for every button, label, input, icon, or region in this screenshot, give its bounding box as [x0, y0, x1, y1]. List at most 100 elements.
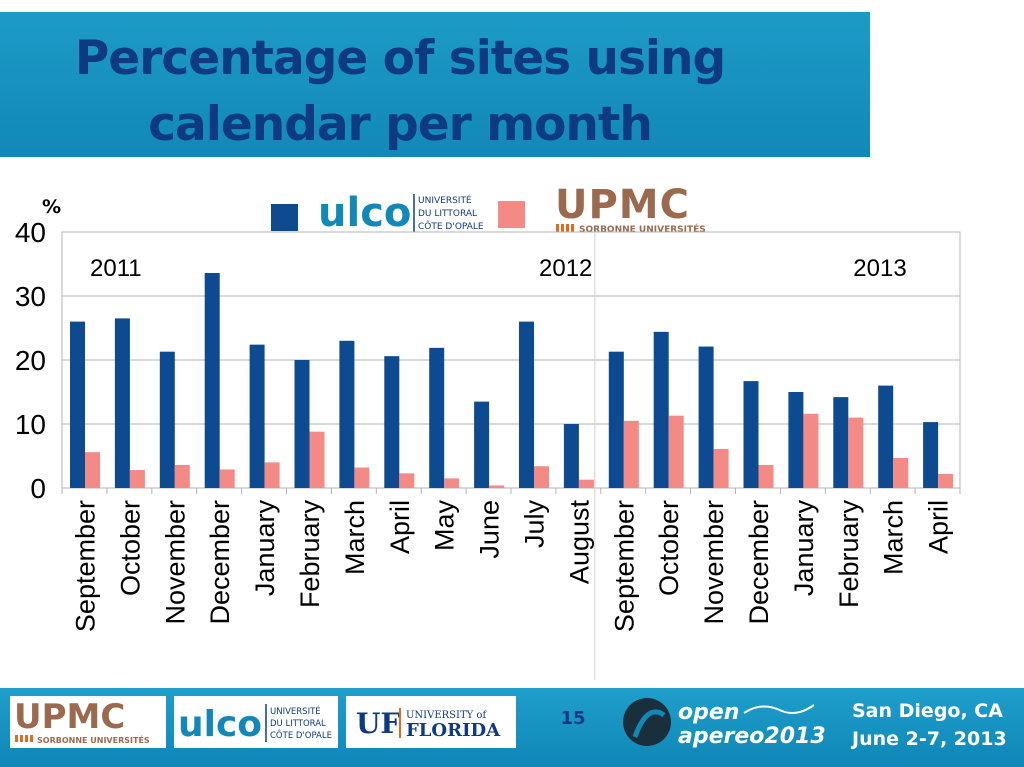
- title-banner: Percentage of sites using calendar per m…: [0, 12, 870, 157]
- footer-ulco-wordmark: ulco: [178, 704, 262, 745]
- year-label: 2013: [853, 255, 906, 282]
- x-tick-label: April: [924, 500, 954, 554]
- bar-ulco: [339, 340, 355, 488]
- bar-ulco: [294, 360, 310, 488]
- bar-upmc: [309, 431, 325, 488]
- bar-ulco: [608, 351, 624, 488]
- bar-upmc: [623, 420, 639, 488]
- ulco-logo-line-3: CÔTE D'OPALE: [418, 220, 484, 232]
- y-tick-label: 0: [30, 473, 46, 504]
- footer-ulco-logo: ulco UNIVERSITÉ DU LITTORAL CÔTE D'OPALE: [174, 696, 338, 748]
- footer-upmc-bar: [15, 735, 18, 742]
- x-tick-label: November: [160, 500, 190, 625]
- x-tick-label: November: [699, 500, 729, 625]
- bar-ulco: [474, 401, 490, 488]
- ulco-logo-wordmark: ulco: [318, 190, 411, 236]
- x-tick-label: September: [70, 500, 100, 632]
- bar-ulco: [384, 356, 400, 488]
- slide-title-line-1: Percentage of sites using: [74, 31, 726, 86]
- legend-swatch-ulco: [271, 204, 298, 231]
- footer-uf-line-1: UNIVERSITY of: [406, 710, 487, 721]
- event-dates: June 2-7, 2013: [852, 728, 1007, 750]
- x-tick-label: April: [385, 500, 415, 554]
- event-city: San Diego, CA: [852, 700, 1003, 722]
- year-label: 2012: [539, 255, 592, 282]
- ulco-logo-line-2: DU LITTORAL: [418, 209, 477, 219]
- bar-upmc: [803, 413, 819, 488]
- bar-ulco: [923, 422, 939, 488]
- bar-ulco: [159, 351, 175, 488]
- x-tick-label: October: [654, 500, 684, 596]
- bar-upmc: [938, 473, 954, 488]
- x-tick-label: February: [295, 500, 325, 609]
- x-tick-label: January: [789, 500, 819, 597]
- bar-upmc: [219, 469, 235, 488]
- bar-ulco: [653, 331, 669, 488]
- bar-upmc: [444, 478, 460, 488]
- apereo-swoosh: [632, 709, 666, 738]
- bar-ulco: [204, 272, 220, 488]
- ulco-logo-line-1: UNIVERSITÉ: [418, 194, 472, 206]
- footer-apereo-logo: open apereo2013: [623, 698, 826, 749]
- footer-upmc-bar: [30, 735, 33, 742]
- footer-upmc-subtitle: SORBONNE UNIVERSITÉS: [37, 734, 150, 745]
- bar-ulco: [429, 347, 445, 488]
- footer-uf-mark: UF: [356, 707, 400, 740]
- x-tick-label: September: [609, 500, 639, 632]
- apereo-circle-mark: [623, 698, 671, 746]
- bar-ulco: [70, 321, 85, 488]
- x-tick-label: February: [834, 500, 864, 609]
- footer-ulco-line-3: CÔTE D'OPALE: [270, 729, 332, 741]
- upmc-logo-bar: [556, 224, 559, 232]
- bar-ulco: [519, 321, 534, 488]
- ulco-logo: ulco UNIVERSITÉ DU LITTORAL CÔTE D'OPALE: [318, 190, 484, 236]
- bar-upmc: [534, 466, 549, 488]
- footer-upmc-logo: UPMC SORBONNE UNIVERSITÉS: [10, 696, 166, 748]
- x-tick-label: May: [430, 500, 460, 552]
- event-info: San Diego, CA June 2-7, 2013: [852, 697, 1007, 753]
- x-tick-label: October: [115, 500, 145, 596]
- page-number: 15: [560, 708, 586, 729]
- bar-chart: 0 10 20 30 40 September October November Decembe…: [15, 217, 961, 680]
- bar-upmc: [758, 464, 774, 488]
- bar-upmc: [893, 457, 909, 488]
- footer-ulco-line-1: UNIVERSITÉ: [270, 705, 321, 717]
- footer-uf-logo: UF UNIVERSITY of FLORIDA: [346, 696, 516, 748]
- bar-upmc: [85, 452, 100, 488]
- x-tick-label: January: [250, 500, 280, 597]
- bar-upmc: [354, 467, 370, 488]
- bar-upmc: [129, 470, 145, 488]
- x-tick-label: December: [744, 500, 774, 625]
- y-axis-unit-label: %: [42, 196, 62, 218]
- slide-title-line-2: calendar per month: [148, 97, 653, 152]
- year-label: 2011: [90, 255, 142, 282]
- bar-ulco: [563, 424, 579, 488]
- footer-ulco-line-2: DU LITTORAL: [270, 719, 326, 729]
- x-tick-label: June: [475, 500, 505, 559]
- x-tick-label: August: [564, 500, 594, 585]
- bar-upmc: [848, 417, 864, 488]
- x-tick-label: March: [879, 500, 909, 575]
- apereo-wave-icon: [743, 704, 815, 714]
- bar-upmc: [174, 464, 190, 488]
- apereo-line-2: apereo2013: [678, 724, 826, 749]
- legend-swatch-upmc: [498, 201, 525, 228]
- footer-uf-line-2: FLORIDA: [406, 720, 501, 741]
- footer-upmc-bar: [20, 735, 23, 742]
- upmc-logo-bar: [571, 224, 574, 232]
- bar-ulco: [788, 392, 804, 488]
- bar-ulco: [114, 318, 130, 488]
- bar-upmc: [489, 485, 505, 488]
- apereo-line-1: open: [678, 700, 739, 725]
- bar-upmc: [713, 448, 729, 488]
- x-tick-label: December: [205, 500, 235, 625]
- bar-upmc: [399, 473, 415, 488]
- bar-upmc: [668, 415, 684, 488]
- y-tick-label: 20: [15, 345, 46, 376]
- bar-ulco: [878, 385, 894, 488]
- slide-title: Percentage of sites using calendar per m…: [20, 26, 780, 158]
- upmc-logo-wordmark: UPMC: [555, 182, 690, 228]
- bar-ulco: [833, 397, 849, 488]
- bar-ulco: [743, 381, 759, 488]
- x-tick-label: March: [340, 500, 370, 575]
